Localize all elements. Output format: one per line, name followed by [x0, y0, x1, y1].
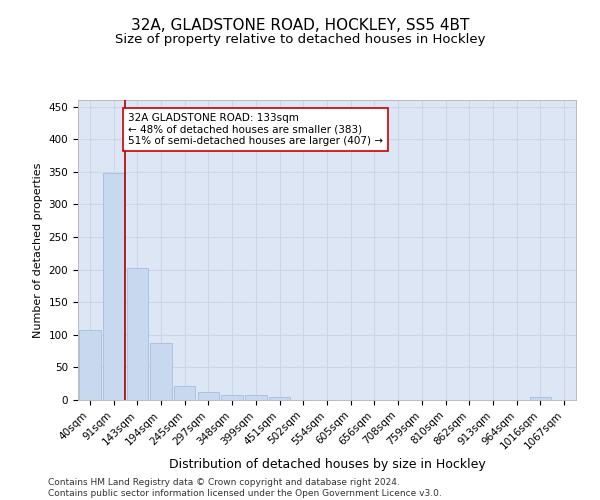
X-axis label: Distribution of detached houses by size in Hockley: Distribution of detached houses by size … [169, 458, 485, 471]
Bar [174, 386, 196, 400]
Bar [221, 395, 243, 400]
Bar [79, 330, 101, 400]
Text: Size of property relative to detached houses in Hockley: Size of property relative to detached ho… [115, 32, 485, 46]
Bar [103, 173, 124, 400]
Bar [198, 392, 219, 400]
Text: Contains HM Land Registry data © Crown copyright and database right 2024.
Contai: Contains HM Land Registry data © Crown c… [48, 478, 442, 498]
Bar [530, 398, 551, 400]
Text: 32A GLADSTONE ROAD: 133sqm
← 48% of detached houses are smaller (383)
51% of sem: 32A GLADSTONE ROAD: 133sqm ← 48% of deta… [128, 113, 383, 146]
Y-axis label: Number of detached properties: Number of detached properties [33, 162, 43, 338]
Bar [269, 396, 290, 400]
Bar [127, 268, 148, 400]
Bar [245, 395, 266, 400]
Text: 32A, GLADSTONE ROAD, HOCKLEY, SS5 4BT: 32A, GLADSTONE ROAD, HOCKLEY, SS5 4BT [131, 18, 469, 32]
Bar [151, 342, 172, 400]
